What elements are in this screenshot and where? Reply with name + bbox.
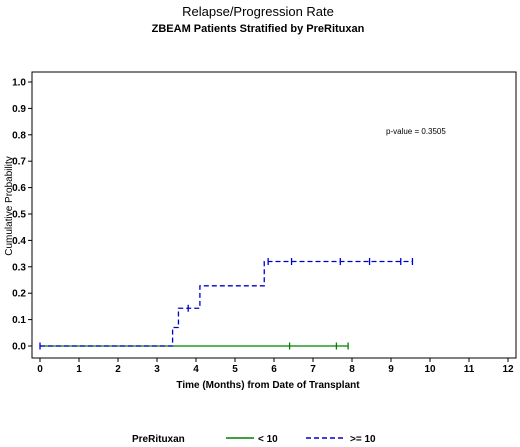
legend: PreRituxan < 10 >= 10 [132,434,376,445]
x-axis: 0 1 2 3 4 5 6 7 8 9 10 11 12 [37,357,514,375]
y-tick-label: 1.0 [12,78,26,89]
y-tick-label: 0.0 [12,342,26,353]
x-axis-label: Time (Months) from Date of Transplant [176,380,360,391]
x-tick-label: 7 [310,364,316,375]
x-tick-label: 4 [193,364,199,375]
x-tick-label: 0 [37,364,43,375]
x-tick-label: 5 [232,364,238,375]
chart-subtitle: ZBEAM Patients Stratified by PreRituxan [152,23,365,35]
y-tick-label: 0.9 [12,104,26,115]
y-axis: 0.0 0.1 0.2 0.3 0.4 0.5 0.6 0.7 0.8 0.9 1.0 [12,78,33,353]
y-tick-label: 0.3 [12,262,26,273]
x-tick-label: 12 [502,364,514,375]
y-axis-label: Cumulative Probability [4,156,15,256]
y-tick-label: 0.4 [12,236,26,247]
p-value-annotation: p-value = 0.3505 [386,127,446,136]
y-tick-label: 0.7 [12,157,26,168]
x-tick-label: 1 [76,364,82,375]
x-tick-label: 11 [464,364,475,375]
x-tick-label: 2 [115,364,121,375]
y-tick-label: 0.5 [12,210,26,221]
x-tick-label: 8 [349,364,355,375]
chart-title: Relapse/Progression Rate [182,4,334,19]
x-tick-label: 6 [271,364,277,375]
legend-title: PreRituxan [132,434,185,445]
x-tick-label: 3 [154,364,160,375]
x-tick-label: 10 [424,364,436,375]
x-tick-label: 9 [388,364,394,375]
y-tick-label: 0.1 [12,315,26,326]
y-tick-label: 0.6 [12,183,26,194]
series-line-ge10 [40,260,413,347]
series-layer [39,258,414,350]
legend-label-ge10: >= 10 [350,434,376,445]
legend-label-lt10: < 10 [258,434,278,445]
plot-frame [31,71,517,359]
y-tick-label: 0.8 [12,130,26,141]
y-tick-label: 0.2 [12,289,26,300]
